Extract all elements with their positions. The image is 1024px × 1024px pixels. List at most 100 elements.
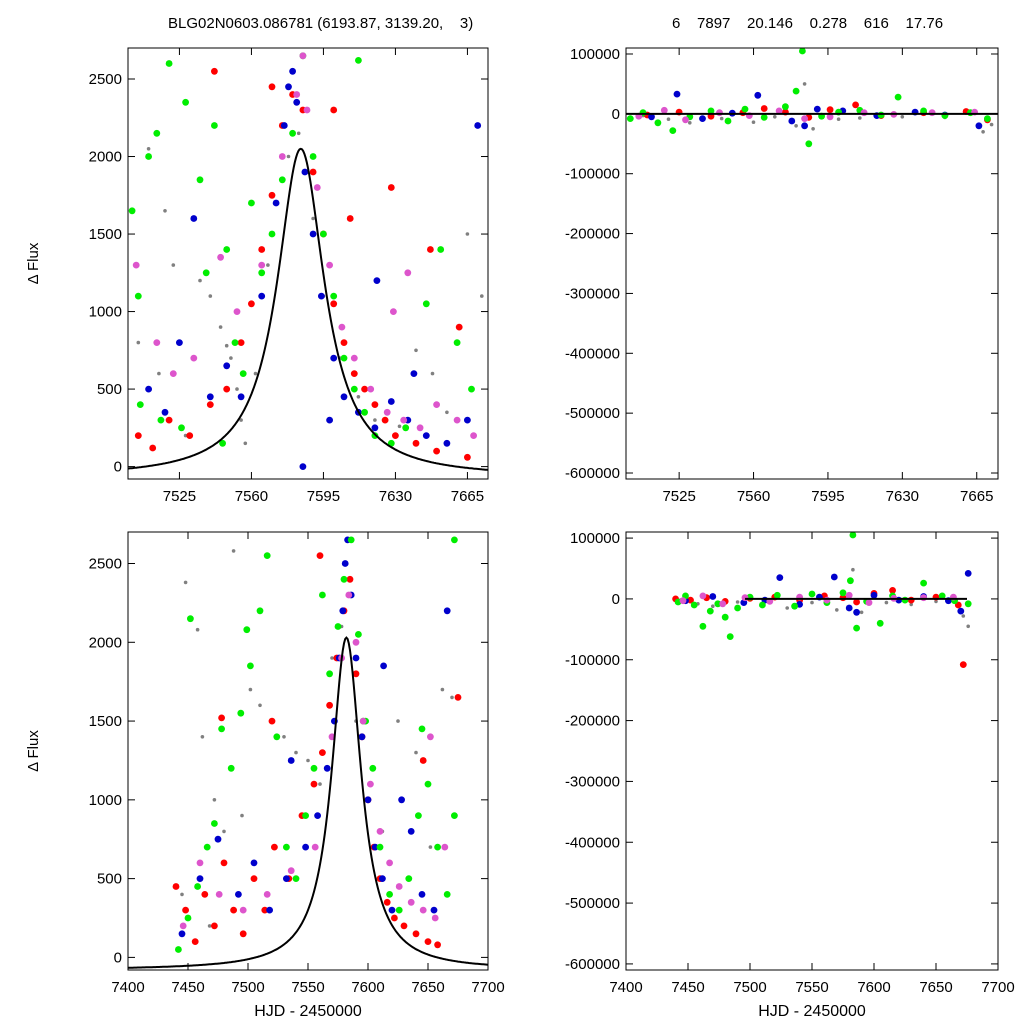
data-point [326, 670, 333, 678]
data-point [223, 246, 231, 253]
data-point [235, 891, 242, 898]
data-point [468, 385, 475, 393]
data-point [211, 922, 218, 930]
data-point [802, 82, 807, 86]
data-point [323, 764, 331, 772]
data-point [920, 579, 927, 587]
data-point [849, 532, 857, 539]
data-point [195, 627, 200, 632]
data-point [981, 130, 985, 134]
x-tick-label: 7500 [733, 979, 766, 996]
data-point [957, 607, 965, 615]
data-point [182, 98, 190, 106]
data-point [340, 575, 348, 583]
data-point [345, 591, 353, 599]
data-point [313, 184, 321, 191]
data-point [128, 207, 136, 215]
data-point [202, 269, 210, 277]
data-point [791, 602, 798, 610]
data-point [773, 591, 781, 599]
data-point [211, 820, 218, 827]
plot-area [128, 536, 488, 969]
data-point [920, 107, 927, 115]
data-point [153, 339, 161, 346]
data-point [434, 843, 441, 851]
panel-bottom-right: 7400 7450 7500 7550 7600 7650 7700 -600000 -5000… [565, 530, 1015, 1020]
data-point [938, 592, 946, 600]
data-point [239, 418, 243, 422]
data-point [380, 662, 387, 670]
data-point [240, 813, 244, 818]
data-point [223, 362, 231, 370]
data-point [258, 261, 266, 269]
data-point [407, 898, 415, 906]
data-point [253, 371, 258, 376]
data-point [157, 416, 165, 424]
x-tick-label: 7595 [307, 488, 340, 505]
data-point [171, 263, 176, 267]
y-tick-label: -400000 [565, 834, 620, 851]
data-point [826, 106, 834, 114]
plot-area [672, 532, 972, 668]
data-point [424, 780, 432, 788]
data-point [157, 371, 161, 376]
data-point [341, 560, 349, 567]
data-point [877, 111, 885, 119]
data-point [326, 416, 333, 424]
data-point [203, 843, 211, 851]
data-point [346, 575, 354, 583]
data-point [371, 424, 379, 432]
data-point [361, 385, 368, 393]
data-point [231, 549, 236, 553]
data-point [272, 199, 280, 207]
data-point [196, 859, 204, 867]
y-tick-label: -100000 [565, 166, 620, 183]
data-point [350, 385, 358, 393]
data-point [395, 906, 403, 914]
data-point [851, 567, 855, 572]
data-point [782, 103, 789, 111]
data-point [894, 93, 902, 101]
data-point [414, 750, 418, 755]
data-point [964, 600, 972, 608]
data-point [716, 109, 723, 117]
data-point [286, 154, 291, 159]
data-point [153, 129, 161, 137]
data-point [169, 370, 177, 377]
data-point [754, 91, 762, 99]
data-point [714, 600, 722, 608]
data-point [309, 153, 317, 160]
data-point [194, 883, 202, 890]
data-point [316, 552, 324, 559]
data-point [721, 613, 729, 621]
data-point [145, 385, 153, 393]
data-point [318, 292, 325, 300]
data-point [180, 892, 184, 897]
data-point [248, 199, 255, 207]
data-point [407, 828, 415, 835]
y-tick-label: 0 [114, 459, 122, 476]
data-point [218, 325, 223, 329]
data-point [964, 570, 972, 577]
data-point [794, 124, 798, 128]
data-point [734, 604, 741, 612]
data-point [356, 395, 361, 399]
x-tick-label: 7700 [981, 979, 1014, 996]
data-point [196, 875, 204, 882]
data-point [165, 416, 173, 424]
data-point [430, 906, 438, 914]
data-point [853, 598, 860, 606]
plot-frame [127, 47, 489, 480]
data-point [283, 843, 290, 851]
y-tick-label: 1000 [89, 304, 122, 321]
data-point [711, 604, 715, 608]
data-point [371, 843, 379, 851]
data-point [759, 601, 766, 609]
data-point [626, 115, 634, 122]
y-tick-label: -100000 [565, 652, 620, 669]
data-point [860, 109, 868, 117]
data-point [303, 106, 311, 114]
data-point [302, 843, 309, 851]
data-point [302, 812, 309, 819]
data-point [230, 906, 238, 914]
